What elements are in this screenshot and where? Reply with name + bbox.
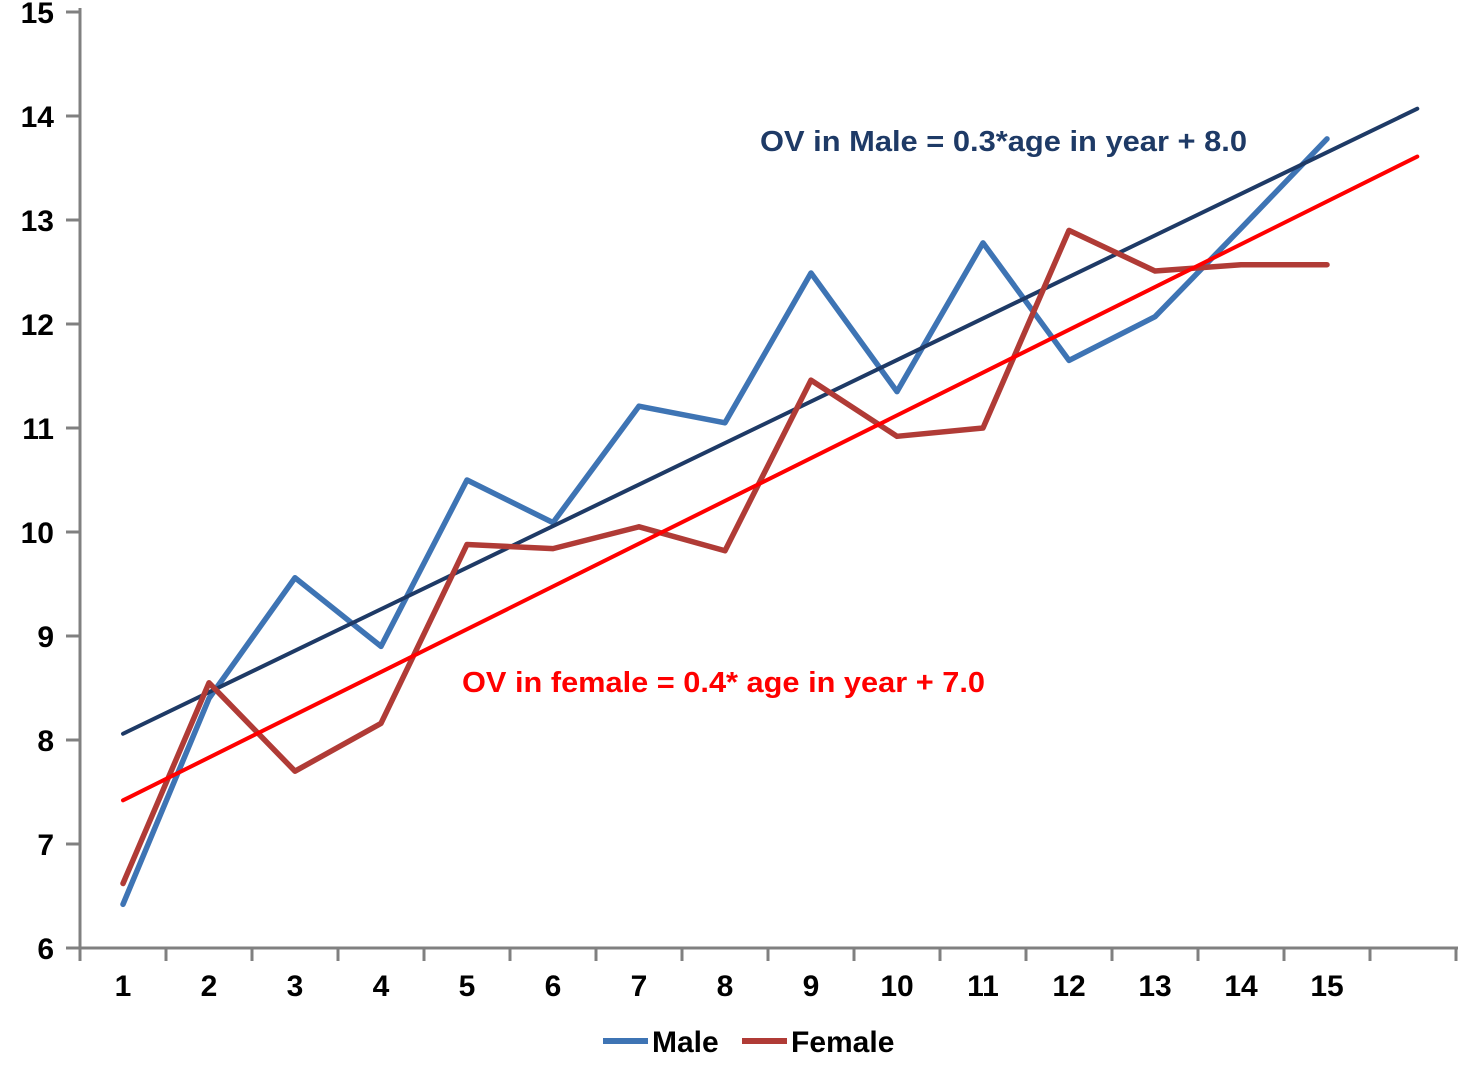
x-tick-label: 11 [967,970,999,1003]
x-tick-label: 8 [717,970,734,1003]
y-tick-label: 6 [37,933,54,966]
x-tick-label: 14 [1224,970,1258,1003]
x-tick-label: 1 [115,970,132,1003]
trendline-female [121,154,1420,803]
x-tick-label: 2 [201,970,218,1003]
y-tick-label: 11 [22,413,54,446]
x-tick-label: 12 [1052,970,1085,1003]
y-tick-label: 14 [21,101,55,134]
y-tick-label: 10 [21,517,54,550]
series-line-female [120,227,1330,887]
y-tick-label: 12 [21,309,54,342]
x-tick-label: 4 [373,970,390,1003]
y-tick-label: 8 [37,725,54,758]
x-tick-label: 5 [459,970,476,1003]
x-tick-label: 6 [545,970,562,1003]
x-tick-label: 9 [803,970,820,1003]
y-tick-label: 9 [37,621,54,654]
y-tick-label: 7 [37,829,54,862]
female-trend-equation-label: OV in female = 0.4* age in year + 7.0 [462,667,985,699]
x-tick-label: 7 [631,970,648,1003]
y-tick-label: 13 [21,205,54,238]
legend-female-label: Female [791,1026,894,1059]
x-tick-label: 13 [1138,970,1171,1003]
series-lines [120,106,1420,908]
legend: Male Female [603,1026,894,1059]
trendline-male [121,106,1420,736]
y-tick-label: 15 [21,0,54,30]
male-trend-equation-label: OV in Male = 0.3*age in year + 8.0 [760,126,1247,158]
x-tick-label: 15 [1310,970,1343,1003]
x-tick-label: 3 [287,970,304,1003]
x-tick-label: 10 [880,970,913,1003]
legend-male-label: Male [652,1026,719,1059]
series-line-male [120,136,1330,908]
